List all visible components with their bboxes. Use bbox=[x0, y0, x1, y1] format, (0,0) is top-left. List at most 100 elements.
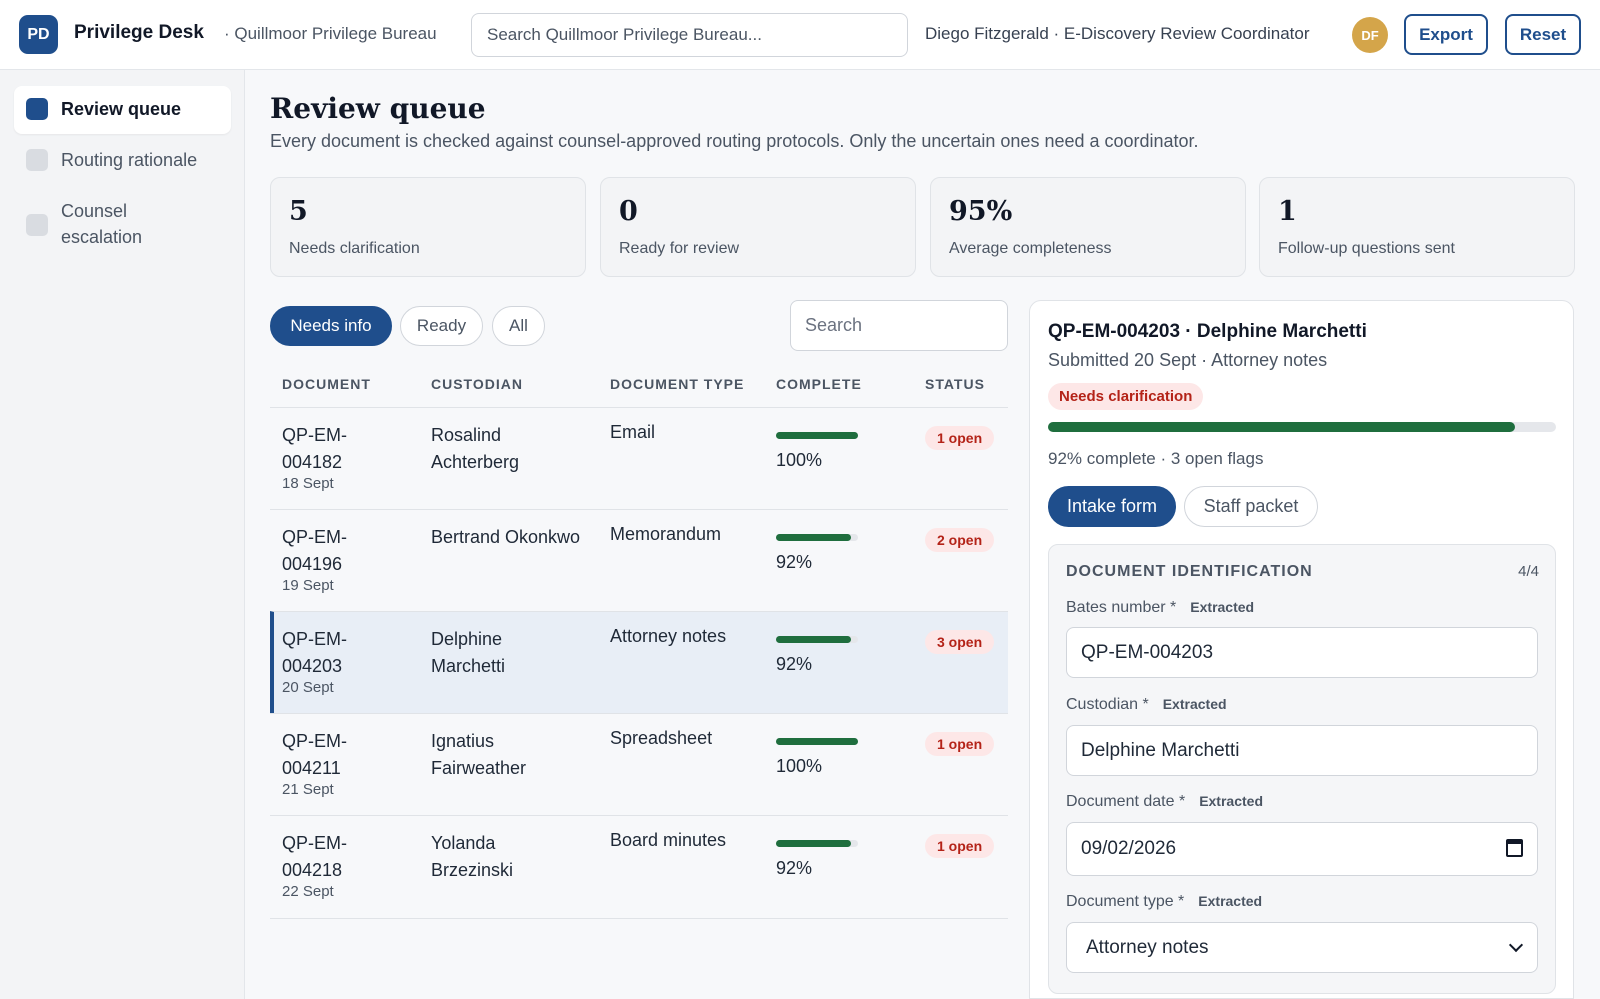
document-date: 20 Sept bbox=[282, 679, 334, 696]
field-label-document-type: Document type * Extracted bbox=[1066, 893, 1262, 911]
section-title: DOCUMENT IDENTIFICATION bbox=[1066, 563, 1313, 580]
status-badge: 1 open bbox=[925, 834, 995, 858]
stat-label: Average completeness bbox=[949, 240, 1112, 257]
sidebar-item-label: Counsel escalation bbox=[61, 201, 143, 247]
field-label-text: Custodian * bbox=[1066, 696, 1149, 713]
document-type: Email bbox=[610, 422, 656, 442]
filter-chip-all[interactable]: All bbox=[492, 306, 545, 346]
app-name: Privilege Desk bbox=[74, 22, 204, 43]
document-type: Attorney notes bbox=[610, 626, 727, 646]
table-row[interactable]: QP-EM-004211 21 Sept Ignatius Fairweathe… bbox=[270, 713, 1008, 815]
stat-card-follow-up-questions: 1 Follow-up questions sent bbox=[1259, 177, 1575, 277]
filter-chip-ready[interactable]: Ready bbox=[400, 306, 483, 346]
page-title: Review queue bbox=[270, 92, 486, 125]
completeness-value: 92% bbox=[776, 552, 813, 572]
document-id: QP-EM-004203 bbox=[282, 629, 347, 676]
document-date-field[interactable]: 09/02/2026 bbox=[1066, 822, 1538, 876]
org-name: · Quillmoor Privilege Bureau bbox=[224, 24, 437, 43]
extracted-tag: Extracted bbox=[1162, 696, 1227, 712]
sidebar-item-label: Routing rationale bbox=[61, 150, 198, 170]
status-badge: 1 open bbox=[925, 732, 995, 756]
table-search-input[interactable] bbox=[790, 300, 1008, 351]
table-row[interactable]: QP-EM-004182 18 Sept Rosalind Achterberg… bbox=[270, 407, 1008, 509]
detail-title: QP-EM-004203 · Delphine Marchetti bbox=[1048, 321, 1367, 342]
detail-progress-fill bbox=[1048, 422, 1516, 432]
detail-panel: QP-EM-004203 · Delphine Marchetti Submit… bbox=[1029, 300, 1574, 999]
status-badge: Needs clarification bbox=[1048, 383, 1204, 410]
document-type-select[interactable]: Attorney notes bbox=[1066, 922, 1538, 973]
extracted-tag: Extracted bbox=[1199, 793, 1263, 809]
stat-card-average-completeness: 95% Average completeness bbox=[930, 177, 1246, 277]
bates-number-field[interactable]: QP-EM-004203 bbox=[1066, 627, 1538, 678]
custodian-name: Ignatius Fairweather bbox=[431, 731, 527, 778]
nav-square-icon bbox=[26, 214, 48, 236]
top-bar: PD Privilege Desk · Quillmoor Privilege … bbox=[0, 0, 1600, 70]
stat-label: Needs clarification bbox=[289, 240, 420, 257]
calendar-icon[interactable] bbox=[1506, 839, 1523, 857]
column-header-status[interactable]: STATUS bbox=[925, 376, 985, 392]
field-label-document-date: Document date * Extracted bbox=[1066, 793, 1263, 811]
detail-progress-text: 92% complete · 3 open flags bbox=[1048, 449, 1264, 468]
custodian-name: Bertrand Okonkwo bbox=[431, 527, 581, 547]
detail-subtitle: Submitted 20 Sept · Attorney notes bbox=[1048, 350, 1328, 370]
custodian-name: Delphine Marchetti bbox=[431, 629, 506, 676]
global-search-input[interactable] bbox=[471, 13, 908, 57]
filter-chip-needs-info[interactable]: Needs info bbox=[270, 306, 392, 346]
reset-button[interactable]: Reset bbox=[1505, 14, 1581, 55]
completeness-bar-fill bbox=[776, 636, 852, 643]
stat-label: Ready for review bbox=[619, 240, 740, 257]
document-id: QP-EM-004196 bbox=[282, 527, 347, 574]
document-date: 22 Sept bbox=[282, 883, 334, 900]
document-type: Memorandum bbox=[610, 524, 722, 544]
stat-value: 95% bbox=[949, 196, 1013, 227]
sidebar-item-label: Review queue bbox=[61, 99, 182, 119]
tab-staff-packet[interactable]: Staff packet bbox=[1184, 486, 1318, 527]
table-row-selected[interactable]: QP-EM-004203 20 Sept Delphine Marchetti … bbox=[270, 611, 1008, 713]
field-label-text: Bates number * bbox=[1066, 599, 1177, 616]
nav-square-icon bbox=[26, 98, 48, 120]
document-date: 19 Sept bbox=[282, 577, 334, 594]
completeness-bar bbox=[776, 738, 858, 745]
document-date: 18 Sept bbox=[282, 475, 334, 492]
status-badge: 1 open bbox=[925, 426, 995, 450]
avatar[interactable]: DF bbox=[1352, 17, 1388, 53]
document-type: Spreadsheet bbox=[610, 728, 713, 748]
tab-intake-form[interactable]: Intake form bbox=[1048, 486, 1176, 527]
custodian-field[interactable]: Delphine Marchetti bbox=[1066, 725, 1538, 776]
completeness-bar-fill bbox=[776, 738, 858, 745]
column-header-document[interactable]: DOCUMENT bbox=[282, 376, 371, 392]
user-name-role: Diego Fitzgerald · E-Discovery Review Co… bbox=[925, 24, 1310, 43]
table-row[interactable]: QP-EM-004196 19 Sept Bertrand Okonkwo Me… bbox=[270, 509, 1008, 611]
document-type: Board minutes bbox=[610, 830, 727, 850]
export-button[interactable]: Export bbox=[1404, 14, 1488, 55]
custodian-name: Yolanda Brzezinski bbox=[431, 833, 514, 880]
sidebar-item-review-queue[interactable]: Review queue bbox=[14, 86, 231, 134]
document-id: QP-EM-004182 bbox=[282, 425, 347, 472]
status-badge: 3 open bbox=[925, 630, 995, 654]
sidebar-item-routing-rationale[interactable]: Routing rationale bbox=[14, 137, 231, 185]
completeness-value: 100% bbox=[776, 450, 823, 470]
document-id: QP-EM-004218 bbox=[282, 833, 347, 880]
stat-card-needs-clarification: 5 Needs clarification bbox=[270, 177, 586, 277]
field-label-text: Document type * bbox=[1066, 893, 1185, 910]
field-label-text: Document date * bbox=[1066, 793, 1186, 810]
document-type-selected: Attorney notes bbox=[1086, 936, 1209, 958]
custodian-name: Rosalind Achterberg bbox=[431, 425, 520, 472]
stat-value: 5 bbox=[289, 196, 308, 227]
column-header-document-type[interactable]: DOCUMENT TYPE bbox=[610, 376, 745, 392]
completeness-value: 92% bbox=[776, 858, 813, 878]
stat-value: 1 bbox=[1278, 196, 1297, 227]
status-badge: 2 open bbox=[925, 528, 995, 552]
column-header-complete[interactable]: COMPLETE bbox=[776, 376, 862, 392]
document-date: 21 Sept bbox=[282, 781, 334, 798]
completeness-bar-fill bbox=[776, 432, 858, 439]
nav-square-icon bbox=[26, 149, 48, 171]
completeness-bar-fill bbox=[776, 840, 852, 847]
completeness-bar bbox=[776, 534, 858, 541]
column-header-custodian[interactable]: CUSTODIAN bbox=[431, 376, 523, 392]
sidebar-item-counsel-escalation[interactable]: Counsel escalation bbox=[14, 188, 231, 262]
app-logo[interactable]: PD bbox=[19, 15, 58, 54]
chevron-down-icon bbox=[1508, 937, 1524, 953]
table-row[interactable]: QP-EM-004218 22 Sept Yolanda Brzezinski … bbox=[270, 815, 1008, 917]
completeness-value: 92% bbox=[776, 654, 813, 674]
